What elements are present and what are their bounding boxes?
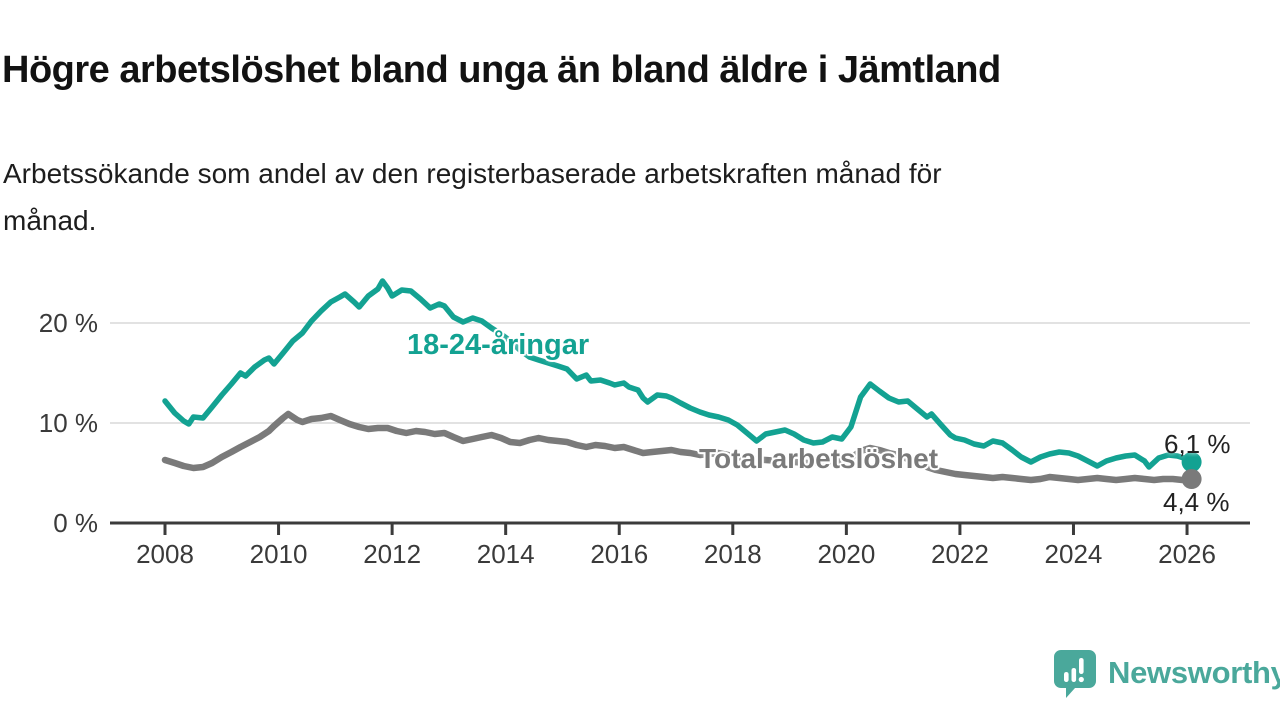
svg-text:2024: 2024 (1045, 539, 1103, 569)
svg-text:2014: 2014 (477, 539, 535, 569)
svg-text:2008: 2008 (136, 539, 194, 569)
svg-text:2022: 2022 (931, 539, 989, 569)
svg-text:2026: 2026 (1158, 539, 1216, 569)
newsworthy-bubble-icon (1054, 650, 1096, 698)
series-label-total: Total arbetslöshet (699, 443, 939, 474)
svg-text:2012: 2012 (363, 539, 421, 569)
end-value-young: 6,1 % (1164, 429, 1231, 459)
svg-text:2016: 2016 (590, 539, 648, 569)
chart-subtitle: Arbetssökande som andel av den registerb… (3, 158, 942, 236)
svg-text:0 %: 0 % (53, 508, 98, 538)
svg-text:2020: 2020 (817, 539, 875, 569)
end-value-total: 4,4 % (1163, 487, 1230, 517)
svg-text:20 %: 20 % (39, 308, 98, 338)
svg-text:2018: 2018 (704, 539, 762, 569)
svg-text:10 %: 10 % (39, 408, 98, 438)
brand-name: Newsworthy (1108, 655, 1280, 690)
page-title: Högre arbetslöshet bland unga än bland ä… (2, 49, 1001, 92)
newsworthy-logo: Newsworthy (1052, 648, 1280, 698)
series-label-young: 18-24-åringar (407, 329, 590, 361)
svg-text:2010: 2010 (250, 539, 308, 569)
